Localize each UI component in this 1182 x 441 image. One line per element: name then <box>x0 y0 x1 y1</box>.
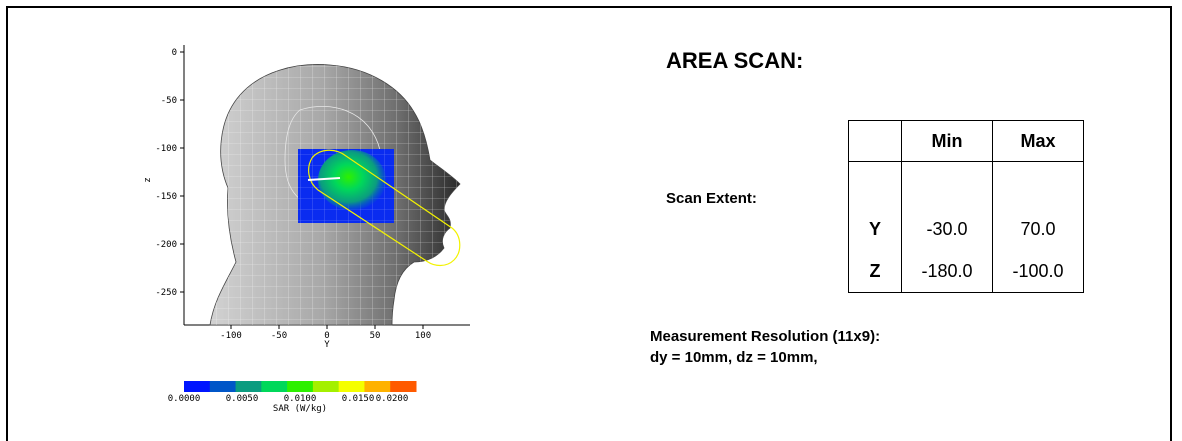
y-tick-label: 0 <box>324 331 329 341</box>
colorbar-tick-label: 0.0050 <box>226 394 259 404</box>
scan-extent-label: Scan Extent: <box>666 190 757 207</box>
page-title: AREA SCAN: <box>666 48 804 73</box>
table-header-cell <box>848 120 902 162</box>
resolution-line-2: dy = 10mm, dz = 10mm, <box>650 349 818 366</box>
colorbar-tick-label: 0.0000 <box>168 394 201 404</box>
colorbar-label: SAR (W/kg) <box>273 404 327 414</box>
table-axis-y: Y <box>848 161 902 250</box>
table-header-min: Min <box>901 120 993 162</box>
colorbar-swatch <box>287 381 314 392</box>
colorbar-swatch <box>338 381 365 392</box>
table-row-z: Z -180.0 -100.0 <box>848 250 1084 293</box>
colorbar-tick-label: 0.0200 <box>376 394 409 404</box>
table-cell-z-min: -180.0 <box>901 250 993 293</box>
z-tick-label: 0 <box>172 48 177 58</box>
colorbar-swatch <box>184 381 211 392</box>
y-tick-label: -50 <box>271 331 287 341</box>
z-tick-label: -200 <box>155 240 177 250</box>
y-axis-label: Y <box>324 340 330 350</box>
colorbar-swatch <box>261 381 288 392</box>
phone-reference-line <box>307 177 341 181</box>
z-tick-label: -50 <box>161 96 177 106</box>
y-tick-label: 100 <box>415 331 431 341</box>
z-tick-group: 0 -50 -100 -150 -200 -250 <box>155 48 184 298</box>
y-tick-label: 50 <box>370 331 381 341</box>
y-tick-group: -100 -50 0 50 100 <box>220 325 431 341</box>
table-axis-z: Z <box>848 250 902 293</box>
colorbar-swatch <box>235 381 262 392</box>
colorbar-tick-group: 0.0000 0.0050 0.0100 0.0150 0.0200 <box>168 394 409 404</box>
colorbar-swatch <box>209 381 237 392</box>
sar-colorbar <box>184 381 417 392</box>
scan-extent-table: Min Max Y -30.0 70.0 Z -180.0 -100.0 <box>848 120 1084 293</box>
report-frame <box>6 6 1172 441</box>
table-cell-z-max: -100.0 <box>992 250 1084 293</box>
phone-outline <box>308 149 461 267</box>
table-cell-y-max: 70.0 <box>992 161 1084 250</box>
z-tick-label: -250 <box>155 288 177 298</box>
z-axis-label: z <box>143 177 153 182</box>
resolution-line-1: Measurement Resolution (11x9): <box>650 328 881 345</box>
colorbar-swatch <box>390 381 417 392</box>
measurement-resolution: Measurement Resolution (11x9): dy = 10mm… <box>650 326 880 368</box>
table-header-row: Min Max <box>848 120 1084 162</box>
colorbar-tick-label: 0.0100 <box>284 394 317 404</box>
y-tick-label: -100 <box>220 331 242 341</box>
table-cell-y-min: -30.0 <box>901 161 993 250</box>
z-tick-label: -100 <box>155 144 177 154</box>
colorbar-swatch <box>364 381 391 392</box>
colorbar-tick-label: 0.0150 <box>342 394 375 404</box>
z-tick-label: -150 <box>155 192 177 202</box>
table-header-max: Max <box>992 120 1084 162</box>
sar-hotspot <box>318 150 386 210</box>
sar-head-plot: 0 -50 -100 -150 -200 -250 z -100 -50 0 5… <box>143 45 470 414</box>
table-row-y: Y -30.0 70.0 <box>848 161 1084 250</box>
colorbar-swatch <box>312 381 340 392</box>
